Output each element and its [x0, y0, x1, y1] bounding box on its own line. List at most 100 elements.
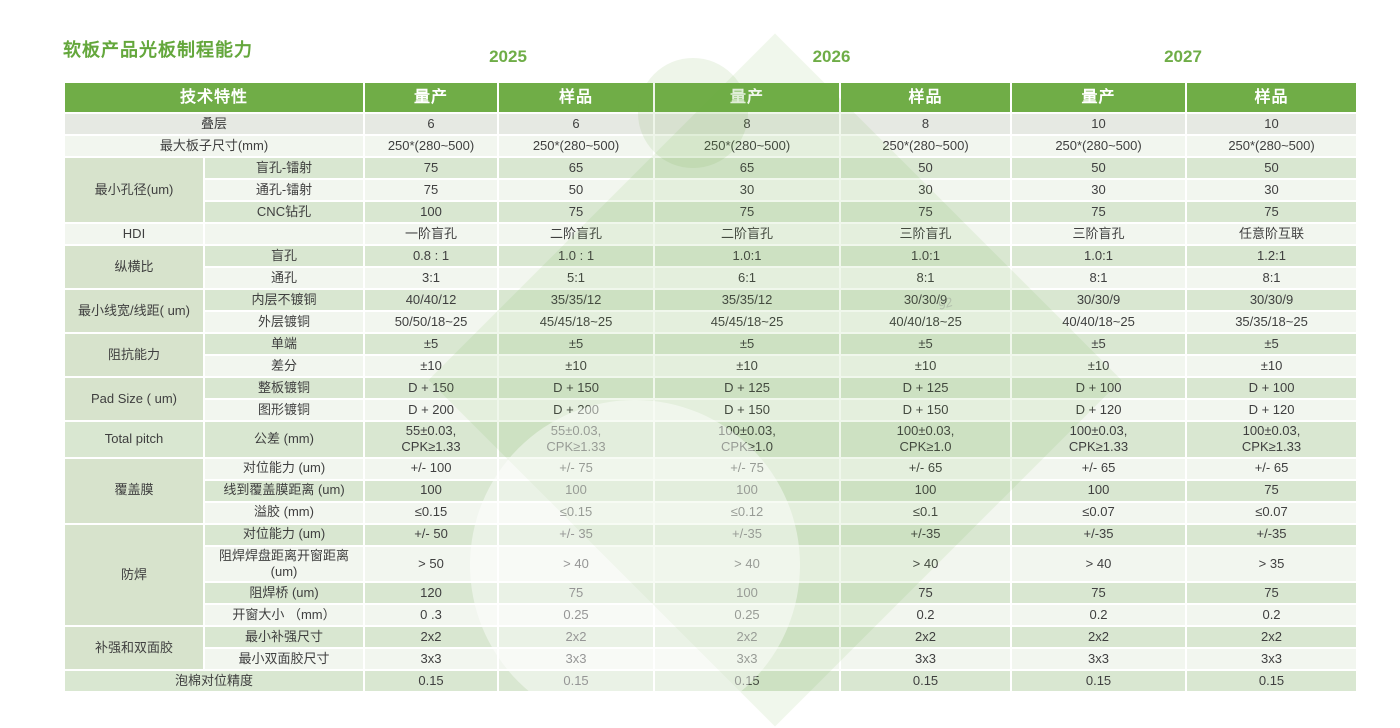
table-row: 阻焊桥 (um) 120 75 100 75 75 75 — [64, 581, 1359, 605]
value-cell: 8 — [839, 112, 1013, 136]
value-cell: 6 — [497, 112, 656, 136]
value-cell: D + 125 — [839, 376, 1013, 400]
row-label: 纵横比 — [63, 244, 205, 290]
value-cell: 任意阶互联 — [1185, 222, 1359, 246]
value-cell: 75 — [653, 200, 842, 224]
value-cell: +/- 50 — [363, 522, 500, 547]
value-cell: > 50 — [363, 544, 500, 583]
value-cell: 一阶盲孔 — [363, 222, 500, 246]
value-cell: D + 150 — [653, 398, 842, 422]
value-cell: 30/30/9 — [1185, 288, 1359, 312]
value-cell: D + 150 — [363, 376, 500, 400]
row-sub-label: 线到覆盖膜距离 (um) — [202, 478, 366, 503]
value-cell: 30/30/9 — [839, 288, 1013, 312]
value-cell: 0 .3 — [363, 603, 500, 627]
value-cell: 45/45/18~25 — [497, 310, 656, 334]
value-cell: > 40 — [839, 544, 1013, 583]
value-cell: 100±0.03, CPK≥1.0 — [653, 420, 842, 459]
value-cell: +/-35 — [839, 522, 1013, 547]
value-cell: ±10 — [839, 354, 1013, 378]
value-cell: 100±0.03, CPK≥1.33 — [1185, 420, 1359, 459]
row-sub-label: 外层镀铜 — [202, 310, 366, 334]
value-cell: 100 — [839, 478, 1013, 503]
table-row: 叠层 6 6 8 8 10 10 — [62, 112, 1359, 136]
row-label: 防焊 — [63, 522, 205, 627]
value-cell: +/- 65 — [1010, 456, 1188, 481]
value-cell: 100 — [653, 478, 842, 503]
value-cell: ±5 — [363, 332, 500, 356]
value-cell: 1.0:1 — [1010, 244, 1188, 268]
value-cell: ≤0.07 — [1185, 500, 1359, 525]
row-sub-label — [202, 222, 366, 246]
value-cell: 45/45/18~25 — [653, 310, 842, 334]
value-cell: 0.15 — [1185, 669, 1359, 693]
value-cell: D + 100 — [1185, 376, 1359, 400]
value-cell: 75 — [1010, 581, 1188, 605]
value-cell: 0.2 — [1185, 603, 1359, 627]
value-cell: 50 — [1185, 156, 1359, 180]
year-label-2025: 2025 — [489, 47, 527, 66]
value-cell: 0.25 — [653, 603, 842, 627]
year-label-2026: 2026 — [812, 47, 851, 66]
row-sub-label: 差分 — [202, 354, 366, 378]
value-cell: 8:1 — [839, 266, 1013, 290]
value-cell: 0.2 — [839, 603, 1013, 627]
value-cell: 35/35/12 — [653, 288, 842, 312]
value-cell: 250*(280~500) — [653, 134, 842, 158]
value-cell: 75 — [1010, 200, 1188, 224]
value-cell: 50/50/18~25 — [363, 310, 500, 334]
value-cell: ±10 — [1185, 354, 1359, 378]
value-cell: 40/40/18~25 — [1010, 310, 1188, 334]
table-row: 图形镀铜 D + 200 D + 200 D + 150 D + 150 D + 120 D… — [64, 398, 1359, 422]
column-header-0: 量产 — [363, 81, 500, 114]
value-cell: 0.2 — [1010, 603, 1188, 627]
table-row: 外层镀铜 50/50/18~25 45/45/18~25 45/45/18~25 40/… — [64, 310, 1359, 334]
value-cell: 75 — [497, 581, 656, 605]
value-cell: 75 — [363, 178, 500, 202]
value-cell: ±10 — [497, 354, 656, 378]
row-label: 最大板子尺寸(mm) — [62, 134, 366, 158]
value-cell: 55±0.03, CPK≥1.33 — [363, 420, 500, 459]
value-cell: > 35 — [1185, 544, 1359, 583]
value-cell: 250*(280~500) — [1185, 134, 1359, 158]
value-cell: 6 — [363, 112, 500, 136]
row-sub-label: 对位能力 (um) — [202, 456, 366, 481]
row-label: 补强和双面胶 — [63, 625, 205, 671]
row-label: Pad Size ( um) — [63, 376, 205, 422]
value-cell: 100±0.03, CPK≥1.0 — [839, 420, 1013, 459]
table-row: 溢胶 (mm) ≤0.15 ≤0.15 ≤0.12 ≤0.1 ≤0.07 ≤0.07 — [64, 500, 1359, 525]
value-cell: ±10 — [653, 354, 842, 378]
value-cell: 6:1 — [653, 266, 842, 290]
value-cell: 40/40/12 — [363, 288, 500, 312]
value-cell: ±5 — [497, 332, 656, 356]
value-cell: +/- 35 — [497, 522, 656, 547]
value-cell: 3x3 — [839, 647, 1013, 671]
value-cell: 1.0 : 1 — [497, 244, 656, 268]
value-cell: ≤0.07 — [1010, 500, 1188, 525]
value-cell: 75 — [1185, 200, 1359, 224]
table-row: 阻抗能力 单端 ±5 ±5 ±5 ±5 ±5 ±5 — [63, 332, 1359, 378]
row-sub-label: 阻焊焊盘距离开窗距离 (um) — [202, 544, 366, 583]
value-cell: 1.0:1 — [839, 244, 1013, 268]
row-sub-label: 单端 — [202, 332, 366, 356]
value-cell: 0.15 — [839, 669, 1013, 693]
value-cell: > 40 — [1010, 544, 1188, 583]
table-row: 防焊 对位能力 (um) +/- 50 +/- 35 +/-35 +/-35 +/-35 +/… — [63, 522, 1359, 627]
value-cell: +/-35 — [1010, 522, 1188, 547]
value-cell: 0.15 — [363, 669, 500, 693]
row-sub-label: 最小补强尺寸 — [202, 625, 366, 649]
value-cell: D + 120 — [1185, 398, 1359, 422]
value-cell: 100 — [363, 200, 500, 224]
value-cell: D + 100 — [1010, 376, 1188, 400]
value-cell: 三阶盲孔 — [839, 222, 1013, 246]
value-cell: ±5 — [1185, 332, 1359, 356]
table-row: 通孔 3:1 5:1 6:1 8:1 8:1 8:1 — [64, 266, 1359, 290]
value-cell: 100±0.03, CPK≥1.33 — [1010, 420, 1188, 459]
row-sub-label: 盲孔 — [202, 244, 366, 268]
value-cell: ±10 — [363, 354, 500, 378]
row-sub-label: 阻焊桥 (um) — [202, 581, 366, 605]
value-cell: 三阶盲孔 — [1010, 222, 1188, 246]
value-cell: 250*(280~500) — [497, 134, 656, 158]
value-cell: ±5 — [839, 332, 1013, 356]
